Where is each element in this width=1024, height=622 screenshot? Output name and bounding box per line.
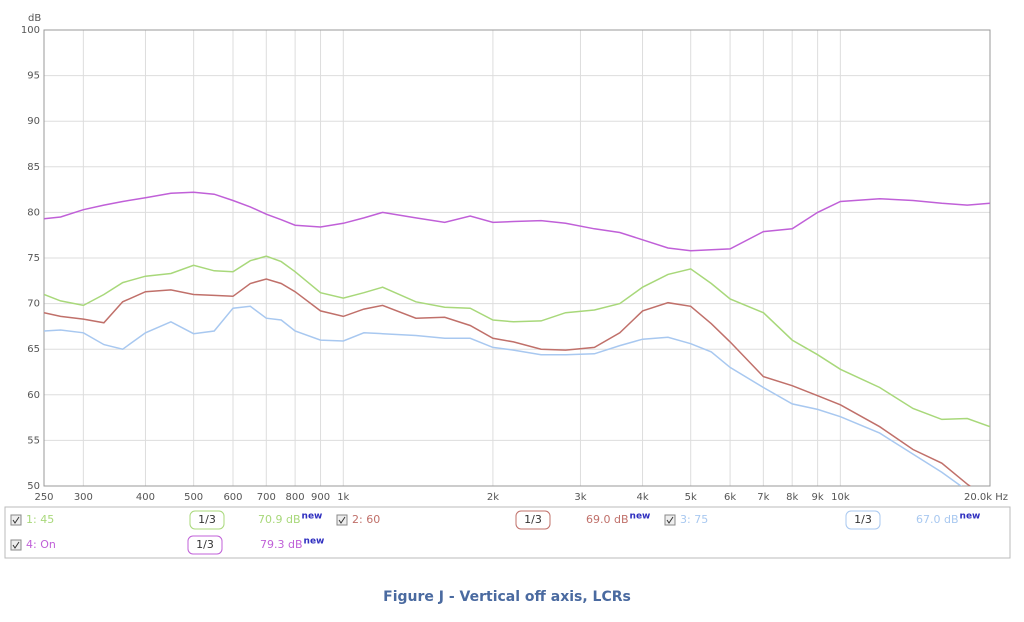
x-tick-label: 300 <box>74 492 93 503</box>
legend-tag: new <box>960 512 981 522</box>
legend-check <box>338 516 346 524</box>
legend-name: 1: 45 <box>26 513 54 526</box>
x-tick-label: 400 <box>136 492 155 503</box>
x-tick-label: 10k <box>831 492 850 503</box>
x-tick-label: 900 <box>311 492 330 503</box>
y-tick-label: 60 <box>27 390 40 401</box>
legend-name: 4: On <box>26 538 56 551</box>
lines <box>44 191 990 486</box>
legend-checkbox <box>10 539 22 551</box>
y-tick-label: 85 <box>27 162 40 173</box>
legend-box <box>4 506 1011 559</box>
x-tick-label: 3k <box>574 492 586 503</box>
legend-tag: new <box>630 512 651 522</box>
smoothing-button <box>189 510 225 530</box>
y-axis-label: dB <box>28 13 41 24</box>
legend-level: 70.9 dB <box>258 513 301 526</box>
line <box>44 191 990 252</box>
x-tick-label: 6k <box>724 492 736 503</box>
x-tick-label: 500 <box>184 492 203 503</box>
plot-area <box>43 29 991 487</box>
y-tick-label: 70 <box>27 299 40 310</box>
legend-level: 67.0 dB <box>916 513 959 526</box>
smoothing-button <box>845 510 881 530</box>
line <box>44 255 990 428</box>
x-tick-label: 20.0k Hz <box>964 492 1008 503</box>
x-tick-label: 700 <box>257 492 276 503</box>
x-tick-label: 800 <box>286 492 305 503</box>
legend-check <box>12 541 20 549</box>
smoothing-label: 1/3 <box>196 538 214 551</box>
y-tick-label: 75 <box>27 253 40 264</box>
legend-level: 69.0 dB <box>586 513 629 526</box>
smoothing-button <box>187 535 223 555</box>
legend-checkbox <box>336 514 348 526</box>
smoothing-label: 1/3 <box>854 513 872 526</box>
x-tick-label: 2k <box>487 492 499 503</box>
y-tick-label: 50 <box>27 481 40 492</box>
y-tick-label: 55 <box>27 435 40 446</box>
x-tick-label: 8k <box>786 492 798 503</box>
legend-tag: new <box>302 512 323 522</box>
legend-level: 79.3 dB <box>260 538 303 551</box>
smoothing-label: 1/3 <box>524 513 542 526</box>
line <box>44 278 972 486</box>
legend-tag: new <box>304 537 325 547</box>
line <box>44 305 963 486</box>
legend-check <box>12 516 20 524</box>
smoothing-label: 1/3 <box>198 513 216 526</box>
legend-name: 2: 60 <box>352 513 380 526</box>
legend-checkbox <box>664 514 676 526</box>
y-tick-label: 80 <box>27 207 40 218</box>
x-tick-label: 250 <box>34 492 53 503</box>
legend-name: 3: 75 <box>680 513 708 526</box>
caption: Figure J - Vertical off axis, LCRs <box>383 589 631 605</box>
x-tick-label: 5k <box>685 492 697 503</box>
legend-checkbox <box>10 514 22 526</box>
legend-check <box>666 516 674 524</box>
y-tick-label: 100 <box>21 25 40 36</box>
x-tick-label: 4k <box>636 492 648 503</box>
x-tick-label: 600 <box>223 492 242 503</box>
y-tick-label: 95 <box>27 71 40 82</box>
y-tick-label: 65 <box>27 344 40 355</box>
x-tick-label: 7k <box>757 492 769 503</box>
smoothing-button <box>515 510 551 530</box>
y-tick-label: 90 <box>27 116 40 127</box>
x-tick-label: 1k <box>337 492 349 503</box>
x-tick-label: 9k <box>812 492 824 503</box>
